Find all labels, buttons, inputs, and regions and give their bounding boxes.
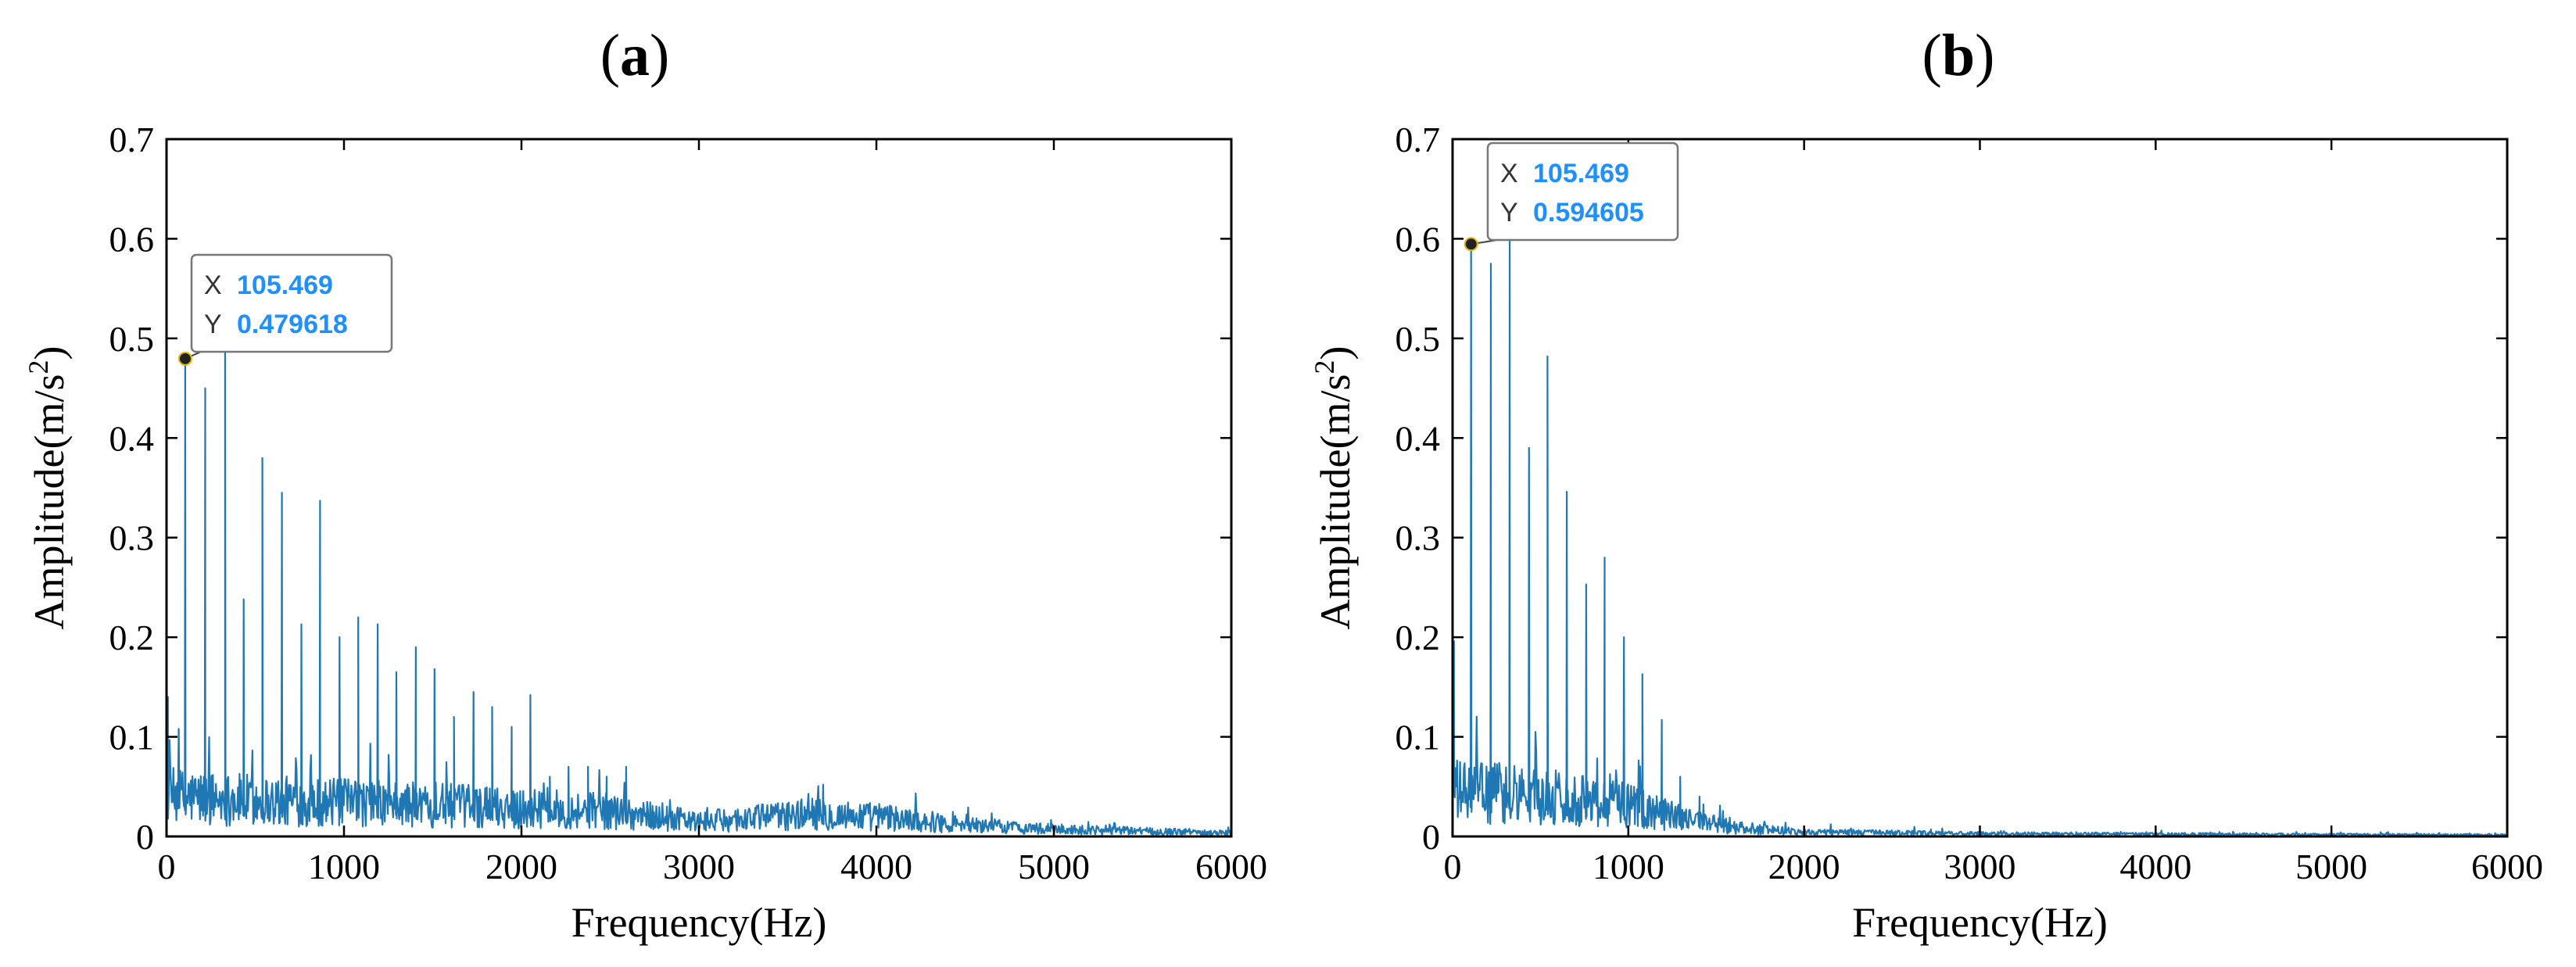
x-tick-label: 3000 [663, 847, 735, 886]
x-axis-label-a: Frequency(Hz) [571, 899, 827, 946]
chart-panel-b: (b) 0 1000 2000 3000 4000 5000 6000 0 0.1 0.2 0.3… [1309, 23, 2543, 946]
plot-frame-b [1451, 138, 2509, 838]
y-tick-label: 0.6 [1395, 219, 1441, 259]
datatip-x-value-a: 105.469 [237, 270, 333, 300]
panel-label-b: b [1942, 23, 1975, 88]
y-tick-label: 0.1 [109, 718, 155, 757]
x-tick-label: 0 [1444, 847, 1462, 886]
y-tick-label: 0.2 [109, 618, 155, 657]
x-tick-label: 5000 [2295, 847, 2367, 886]
x-tick-label: 4000 [2119, 847, 2191, 886]
x-tick-label: 2000 [1768, 847, 1840, 886]
spectrum-line-a [165, 347, 1233, 836]
datatip-box-a[interactable] [190, 253, 393, 353]
y-ticks-a: 0 0.1 0.2 0.3 0.4 0.5 0.6 0.7 [109, 120, 1231, 857]
x-tick-label: 1000 [1593, 847, 1664, 886]
y-tick-label: 0.5 [1395, 319, 1441, 359]
y-tick-label: 0 [1422, 817, 1440, 857]
y-tick-label: 0.6 [109, 219, 155, 259]
y-ticks-b: 0 0.1 0.2 0.3 0.4 0.5 0.6 0.7 [1395, 120, 2507, 857]
y-tick-label: 0 [136, 817, 154, 857]
y-tick-label: 0.2 [1395, 618, 1441, 657]
y-axis-label-superscript-a: 2 [23, 360, 54, 374]
spectrum-line-b [1451, 233, 2508, 837]
x-tick-label: 6000 [1195, 847, 1267, 886]
datatip-y-value-b: 0.594605 [1533, 198, 1644, 227]
y-tick-label: 0.1 [1395, 718, 1441, 757]
datatip-y-label-b: Y [1500, 198, 1518, 227]
datatip-x-label-b: X [1500, 159, 1518, 188]
datatip-y-label-a: Y [204, 310, 222, 339]
y-tick-label: 0.4 [109, 418, 155, 458]
x-tick-label: 2000 [485, 847, 557, 886]
y-axis-label-b: Amplitude(m/s2) [1309, 346, 1359, 630]
x-tick-label: 3000 [1944, 847, 2016, 886]
x-tick-label: 1000 [308, 847, 380, 886]
x-tick-label: 5000 [1018, 847, 1090, 886]
x-tick-label: 4000 [840, 847, 912, 886]
y-tick-label: 0.3 [109, 518, 155, 558]
datatip-marker-b[interactable] [1464, 237, 1478, 252]
y-tick-label: 0.7 [109, 120, 155, 159]
datatip-x-value-b: 105.469 [1533, 159, 1629, 188]
chart-panel-a: (a) 0 1000 2000 3000 4000 5000 6000 0 0.1 0.2 0.3… [23, 23, 1267, 946]
panel-title-b: (b) [1922, 23, 1995, 88]
datatip-x-label-a: X [204, 270, 222, 300]
panel-title-a: (a) [600, 23, 670, 88]
y-tick-label: 0.5 [109, 319, 155, 359]
y-axis-label-a: Amplitude(m/s2) [23, 346, 73, 630]
y-axis-label-superscript-b: 2 [1309, 360, 1340, 374]
datatip-b[interactable]: X 105.469 Y 0.594605 [1464, 141, 1679, 252]
datatip-box-b[interactable] [1486, 141, 1679, 242]
x-axis-label-b: Frequency(Hz) [1852, 899, 2108, 946]
y-tick-label: 0.4 [1395, 418, 1441, 458]
x-ticks-a: 0 1000 2000 3000 4000 5000 6000 [158, 139, 1267, 886]
x-tick-label: 6000 [2471, 847, 2543, 886]
datatip-a[interactable]: X 105.469 Y 0.479618 [177, 253, 393, 366]
x-tick-label: 0 [158, 847, 176, 886]
plot-frame-a [165, 138, 1233, 838]
y-tick-label: 0.7 [1395, 120, 1441, 159]
panel-label-a: a [620, 23, 650, 88]
y-tick-label: 0.3 [1395, 518, 1441, 558]
x-ticks-b: 0 1000 2000 3000 4000 5000 6000 [1444, 139, 2543, 886]
datatip-y-value-a: 0.479618 [237, 310, 348, 339]
datatip-marker-a[interactable] [177, 351, 192, 366]
